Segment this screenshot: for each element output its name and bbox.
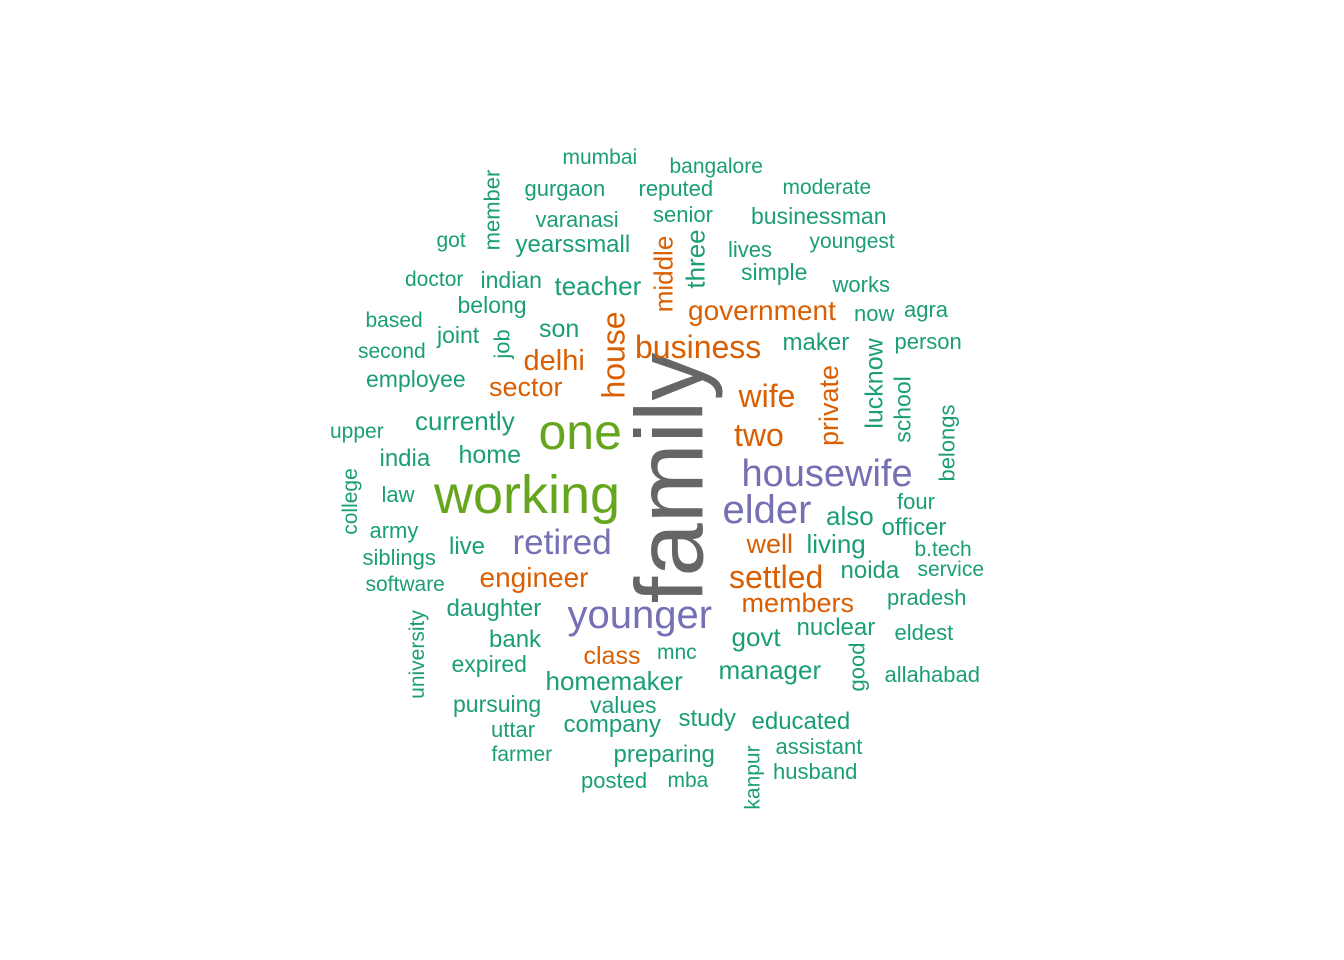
word-wife: wife: [738, 378, 796, 414]
word-works: works: [832, 272, 890, 297]
word-retired: retired: [512, 522, 612, 562]
word-son: son: [539, 314, 580, 343]
word-class: class: [583, 641, 641, 670]
word-husband: husband: [773, 759, 858, 784]
word-government: government: [688, 295, 836, 326]
word-belongs: belongs: [934, 404, 960, 482]
word-person: person: [894, 329, 962, 354]
word-homemaker: homemaker: [545, 666, 683, 696]
word-company: company: [563, 711, 661, 738]
word-farmer: farmer: [491, 742, 553, 766]
word-agra: agra: [904, 297, 949, 322]
word-delhi: delhi: [523, 344, 585, 377]
word-mba: mba: [667, 768, 709, 792]
word-elder: elder: [722, 488, 812, 532]
word-nuclear: nuclear: [796, 614, 876, 641]
word-middle: middle: [647, 235, 678, 313]
word-senior: senior: [653, 202, 713, 227]
word-govt: govt: [731, 622, 781, 652]
word-indian: indian: [480, 266, 542, 293]
word-moderate: moderate: [782, 175, 872, 199]
word-second: second: [358, 339, 426, 363]
word-employee: employee: [366, 365, 466, 392]
word-expired: expired: [451, 650, 527, 677]
word-younger: younger: [567, 593, 713, 637]
word-businessman: businessman: [751, 202, 887, 229]
word-working: working: [434, 465, 621, 525]
word-one: one: [538, 404, 622, 460]
word-sector: sector: [489, 371, 563, 402]
word-teacher: teacher: [554, 271, 642, 301]
word-eldest: eldest: [894, 620, 954, 645]
word-kanpur: kanpur: [741, 744, 765, 810]
word-bangalore: bangalore: [669, 154, 763, 178]
word-home: home: [458, 440, 522, 469]
word-currently: currently: [415, 406, 515, 436]
word-house: house: [595, 311, 632, 399]
word-upper: upper: [330, 419, 384, 443]
word-siblings: siblings: [362, 545, 436, 570]
word-good: good: [843, 642, 869, 692]
word-university: university: [405, 609, 429, 699]
word-school: school: [889, 375, 916, 443]
word-now: now: [854, 301, 895, 326]
word-officer: officer: [881, 514, 947, 541]
word-allahabad: allahabad: [884, 662, 980, 687]
word-four: four: [897, 489, 935, 514]
word-simple: simple: [741, 258, 808, 285]
word-study: study: [678, 705, 736, 732]
word-mnc: mnc: [657, 640, 697, 664]
word-well: well: [746, 528, 794, 559]
word-educated: educated: [751, 708, 851, 735]
word-preparing: preparing: [613, 741, 715, 768]
word-lucknow: lucknow: [860, 337, 889, 429]
word-maker: maker: [782, 329, 850, 356]
word-family: family: [615, 352, 723, 604]
word-army: army: [369, 518, 419, 543]
word-manager: manager: [718, 655, 822, 685]
word-joint: joint: [437, 321, 480, 348]
word-live: live: [449, 533, 486, 560]
word-mumbai: mumbai: [562, 145, 638, 169]
word-yearssmall: yearssmall: [515, 231, 631, 258]
word-belong: belong: [457, 291, 527, 318]
word-pursuing: pursuing: [453, 690, 542, 717]
word-gurgaon: gurgaon: [524, 176, 606, 201]
word-assistant: assistant: [775, 734, 863, 759]
word-job: job: [489, 329, 515, 359]
word-members: members: [741, 587, 855, 618]
word-varanasi: varanasi: [535, 207, 619, 232]
word-based: based: [365, 308, 423, 332]
word-youngest: youngest: [809, 229, 895, 253]
word-business: business: [635, 329, 762, 365]
word-doctor: doctor: [405, 267, 464, 291]
word-also: also: [826, 501, 874, 531]
word-engineer: engineer: [479, 562, 589, 593]
word-three: three: [680, 229, 711, 289]
word-service: service: [917, 557, 985, 581]
word-uttar: uttar: [491, 717, 536, 742]
word-lives: lives: [728, 237, 773, 262]
word-living: living: [806, 529, 866, 559]
word-india: india: [379, 445, 431, 472]
word-pradesh: pradesh: [887, 585, 967, 610]
word-got: got: [436, 228, 466, 252]
word-noida: noida: [840, 557, 900, 584]
word-private: private: [813, 364, 844, 446]
word-settled: settled: [729, 559, 824, 595]
word-law: law: [381, 482, 415, 507]
word-daughter: daughter: [446, 595, 542, 622]
word-software: software: [365, 572, 445, 596]
word-posted: posted: [581, 768, 648, 793]
word-b-tech: b.tech: [914, 537, 972, 561]
word-bank: bank: [489, 626, 542, 653]
word-housewife: housewife: [741, 453, 913, 495]
word-reputed: reputed: [638, 176, 714, 201]
word-values: values: [590, 691, 657, 718]
word-two: two: [734, 417, 784, 453]
word-member: member: [478, 169, 504, 251]
word-college: college: [338, 467, 362, 535]
